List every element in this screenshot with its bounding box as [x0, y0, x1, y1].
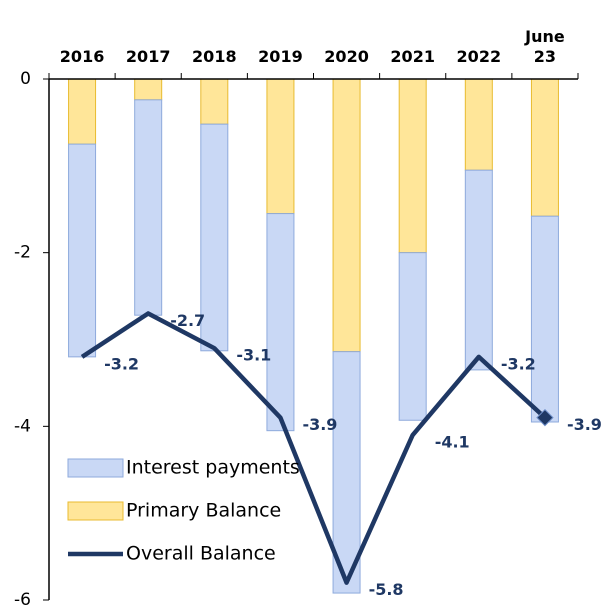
data-label: -3.1	[236, 346, 271, 365]
x-tick-label: 2020	[324, 47, 369, 66]
data-label: -5.8	[369, 580, 404, 599]
bar-segment	[332, 351, 361, 594]
bar-segment	[200, 123, 229, 352]
bar-segment	[464, 169, 493, 371]
y-tick-label: -6	[14, 590, 31, 608]
data-label: -2.7	[170, 311, 205, 330]
legend-label: Interest payments	[126, 457, 300, 479]
x-tick-label: June 23	[525, 27, 565, 66]
bar-segment	[68, 78, 97, 145]
bar-segment	[530, 215, 559, 423]
legend-swatch	[67, 458, 124, 478]
y-tick-label: 0	[20, 69, 31, 89]
data-label: -4.1	[435, 433, 470, 452]
data-label: -3.2	[501, 354, 536, 373]
line-marker	[536, 408, 554, 427]
y-tick-label: -2	[14, 243, 31, 263]
y-tick-label: -4	[14, 416, 31, 436]
bar-segment	[134, 99, 163, 316]
bar-segment	[332, 78, 361, 353]
x-tick-label: 2021	[390, 47, 435, 66]
data-label: -3.9	[302, 415, 337, 434]
bar-segment	[464, 78, 493, 171]
bar-segment	[68, 143, 97, 358]
x-tick-label: 2022	[456, 47, 502, 66]
bar-segment	[200, 78, 229, 125]
data-label: -3.2	[104, 354, 139, 373]
bar-segment	[398, 78, 427, 254]
bar-segment	[398, 252, 427, 421]
legend-label: Primary Balance	[126, 500, 281, 522]
overall-line	[80, 311, 547, 585]
bar-segment	[530, 78, 559, 217]
legend-label: Overall Balance	[126, 543, 276, 565]
legend-swatch	[67, 501, 124, 521]
data-label: -3.9	[567, 415, 602, 434]
x-tick-label: 2017	[125, 47, 171, 66]
x-tick-label: 2016	[59, 47, 105, 66]
x-tick-label: 2018	[192, 47, 237, 66]
x-tick-label: 2019	[258, 47, 303, 66]
bar-segment	[266, 78, 295, 215]
bar-segment	[134, 78, 163, 101]
bar-segment	[266, 213, 295, 432]
